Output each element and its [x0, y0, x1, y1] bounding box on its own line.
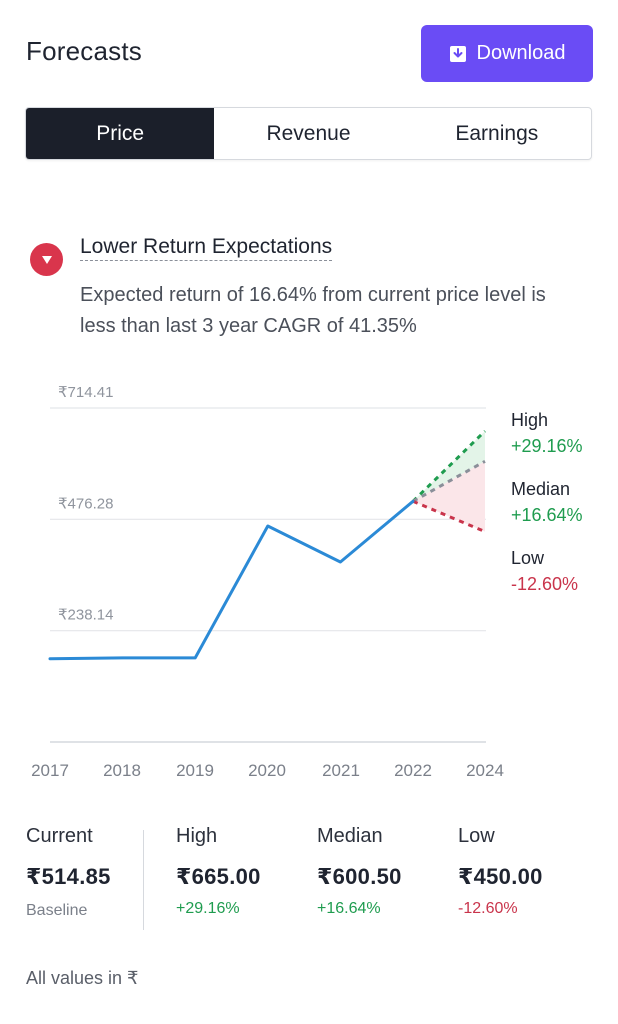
stat-current: Current ₹514.85 Baseline	[26, 825, 111, 920]
download-label: Download	[476, 42, 566, 64]
stat-current-sub: Baseline	[26, 902, 88, 919]
alert-description: Expected return of 16.64% from current p…	[80, 284, 546, 337]
triangle-down-icon	[30, 243, 63, 276]
y-tick-label: ₹476.28	[58, 495, 113, 512]
tab-price[interactable]: Price	[26, 108, 215, 159]
forecast-line-high	[411, 430, 487, 503]
footnote: All values in ₹	[26, 968, 139, 988]
forecast-label-change: +16.64%	[511, 505, 583, 525]
stat-high: High ₹665.00 +29.16%	[176, 825, 261, 918]
forecast-label-name: Median	[511, 479, 570, 499]
forecast-band-lower	[413, 461, 485, 532]
download-icon	[449, 45, 466, 62]
x-tick-label: 2017	[31, 761, 69, 780]
forecast-line-median	[412, 459, 486, 503]
stat-median-label: Median	[317, 825, 383, 847]
stat-high-change: +29.16%	[176, 900, 240, 917]
forecast-tabs: Price Revenue Earnings	[25, 107, 592, 160]
stat-median: Median ₹600.50 +16.64%	[317, 825, 402, 918]
stat-low-change: -12.60%	[458, 900, 518, 917]
y-tick-label: ₹714.41	[58, 384, 113, 401]
stat-median-value: ₹600.50	[317, 864, 402, 889]
stat-low-label: Low	[458, 825, 495, 847]
stat-low-value: ₹450.00	[458, 864, 543, 889]
forecast-label-change: +29.16%	[511, 436, 583, 456]
forecast-label-name: High	[511, 410, 548, 430]
price-chart: ₹714.41 ₹476.28 ₹238.14 2017 2018 2019 2020 202…	[31, 384, 583, 780]
tab-revenue[interactable]: Revenue	[266, 121, 351, 145]
stat-low: Low ₹450.00 -12.60%	[458, 825, 543, 918]
alert-title[interactable]: Lower Return Expectations	[80, 235, 333, 261]
y-tick-label: ₹238.14	[58, 607, 113, 624]
x-tick-label: 2021	[322, 761, 360, 780]
stats-divider	[143, 830, 144, 930]
stat-high-label: High	[176, 825, 218, 847]
x-tick-label: 2024	[466, 761, 504, 780]
stat-high-value: ₹665.00	[176, 864, 261, 889]
x-tick-label: 2020	[248, 761, 286, 780]
x-tick-label: 2022	[394, 761, 432, 780]
price-line	[48, 499, 415, 661]
stat-median-change: +16.64%	[317, 900, 381, 917]
forecast-line-low	[412, 499, 486, 533]
download-button[interactable]: Download	[421, 25, 593, 82]
forecast-label-change: -12.60%	[511, 574, 578, 594]
stat-current-label: Current	[26, 825, 93, 847]
x-tick-label: 2019	[176, 761, 214, 780]
tab-earnings[interactable]: Earnings	[455, 121, 539, 145]
page-title: Forecasts	[26, 36, 142, 66]
x-tick-label: 2018	[103, 761, 141, 780]
stat-current-value: ₹514.85	[26, 864, 111, 889]
forecast-label-name: Low	[511, 548, 545, 568]
forecast-stats: Current ₹514.85 Baseline High ₹665.00 +2…	[0, 825, 618, 935]
